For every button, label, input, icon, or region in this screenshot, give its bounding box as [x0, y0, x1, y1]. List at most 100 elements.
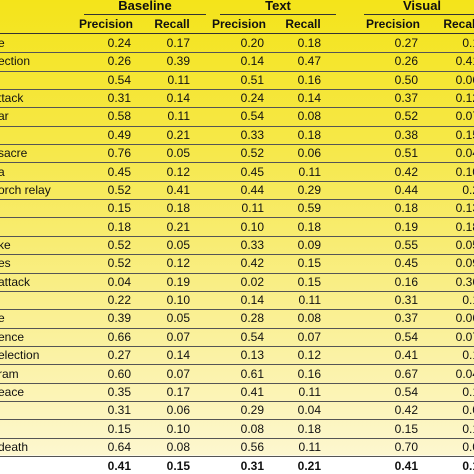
row-label: ttack	[0, 91, 24, 106]
cell-value: 0.0	[462, 403, 474, 418]
cell-value: 0.31	[107, 403, 131, 418]
column-header: Precision	[211, 17, 267, 31]
cell-value: 0.1	[462, 384, 474, 399]
total-value: 0.31	[240, 459, 264, 473]
cell-value: 0.76	[107, 146, 131, 161]
cell-value: 0.08	[240, 421, 264, 436]
row-rule	[0, 89, 474, 90]
row-label: sacre	[0, 146, 28, 161]
cell-value: 0.11	[298, 164, 321, 179]
group-header: Text	[265, 0, 291, 13]
cell-value: 0.44	[240, 182, 264, 197]
cell-value: 0.12	[297, 348, 321, 363]
cell-value: 0.16	[297, 366, 321, 381]
cell-value: 0.18	[455, 219, 474, 234]
cell-value: 0.17	[166, 36, 190, 50]
row-label: a	[0, 164, 5, 179]
cell-value: 0.24	[240, 91, 264, 106]
row-label: ence	[0, 329, 25, 344]
cell-value: 0.54	[240, 329, 264, 344]
cell-value: 0.04	[297, 403, 321, 418]
cell-value: 0.54	[394, 329, 418, 344]
cell-value: 0.18	[297, 36, 321, 50]
row-label: e	[0, 311, 5, 326]
cell-value: 0.1	[462, 348, 474, 363]
row-label: e	[0, 36, 5, 50]
total-value: 0.41	[107, 459, 131, 473]
cell-value: 0.54	[107, 72, 131, 87]
cell-value: 0.70	[394, 440, 418, 454]
cell-value: 0.27	[394, 36, 418, 50]
row-rule	[0, 328, 474, 329]
column-header: Recall	[443, 17, 474, 31]
cell-value: 0.11	[298, 293, 321, 308]
cell-value: 0.52	[240, 146, 264, 161]
cell-value: 0.55	[394, 238, 418, 252]
cell-value: 0.14	[297, 91, 321, 106]
cell-value: 0.07	[166, 366, 190, 381]
cell-value: 0.10	[240, 219, 264, 234]
cell-value: 0.07	[455, 329, 474, 344]
row-rule	[0, 419, 474, 420]
row-rule	[0, 181, 474, 182]
cell-value: 0.02	[240, 274, 264, 289]
cell-value: 0.15	[394, 421, 418, 436]
cell-value: 0.05	[455, 238, 474, 252]
cell-value: 0.04	[455, 366, 474, 381]
row-rule	[0, 71, 474, 72]
row-rule	[0, 438, 474, 439]
row-label: attack	[0, 274, 31, 289]
row-rule	[0, 273, 474, 274]
cell-value: 0.27	[107, 348, 131, 363]
cell-value: 0.15	[107, 421, 131, 436]
cell-value: 0.06	[455, 72, 474, 87]
cell-value: 0.41	[166, 182, 190, 197]
cell-value: 0.54	[394, 384, 418, 399]
row-rule	[0, 254, 474, 255]
row-rule	[0, 401, 474, 402]
cell-value: 0.51	[240, 72, 264, 87]
cell-value: 0.06	[297, 146, 321, 161]
cell-value: 0.49	[107, 127, 131, 142]
cell-value: 0.18	[394, 201, 418, 216]
total-value: 0.21	[297, 459, 321, 473]
cell-value: 0.16	[297, 72, 321, 87]
cell-value: 0.1	[462, 36, 474, 50]
cell-value: 0.15	[107, 201, 131, 216]
cell-value: 0.42	[394, 403, 418, 418]
cell-value: 0.21	[166, 219, 190, 234]
cell-value: 0.64	[107, 440, 131, 454]
row-label: ke	[0, 238, 11, 252]
row-label: es	[0, 256, 11, 271]
row-rule	[0, 126, 474, 127]
cell-value: 0.16	[394, 274, 418, 289]
cell-value: 0.05	[166, 146, 190, 161]
cell-value: 0.31	[107, 91, 131, 106]
cell-value: 0.66	[107, 329, 131, 344]
cell-value: 0.11	[167, 72, 190, 87]
cell-value: 0.04	[455, 146, 474, 161]
group-rule	[364, 14, 474, 15]
cell-value: 0.11	[298, 440, 321, 454]
cell-value: 0.39	[107, 311, 131, 326]
row-rule	[0, 309, 474, 310]
cell-value: 0.41	[394, 348, 418, 363]
cell-value: 0.51	[394, 146, 418, 161]
cell-value: 0.38	[394, 127, 418, 142]
cell-value: 0.18	[166, 201, 190, 216]
cell-value: 0.52	[107, 238, 131, 252]
cell-value: 0.19	[394, 219, 418, 234]
row-label: orch relay	[0, 182, 51, 197]
cell-value: 0.06	[166, 403, 190, 418]
cell-value: 0.26	[394, 54, 418, 69]
cell-value: 0.52	[107, 182, 131, 197]
total-value: 0.41	[394, 459, 418, 473]
column-header: Recall	[154, 17, 190, 31]
total-value: 0.1	[462, 459, 474, 473]
cell-value: 0.10	[166, 421, 190, 436]
cell-value: 0.14	[166, 91, 190, 106]
cell-value: 0.45	[107, 164, 131, 179]
cell-value: 0.09	[297, 238, 321, 252]
group-rule	[84, 14, 206, 15]
row-rule	[0, 107, 474, 108]
